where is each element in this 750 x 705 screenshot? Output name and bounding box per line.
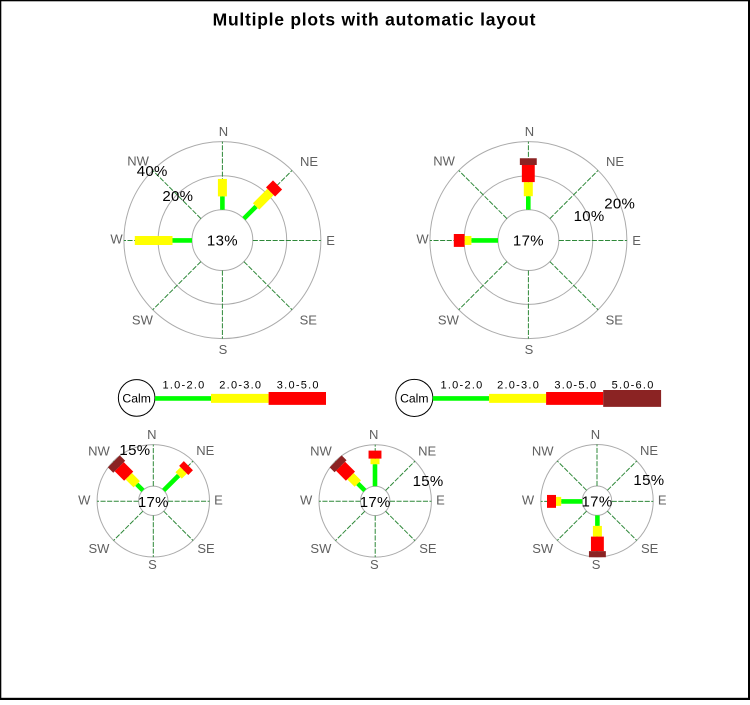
svg-text:20%: 20% xyxy=(162,188,193,205)
svg-text:N: N xyxy=(525,124,534,139)
svg-text:13%: 13% xyxy=(207,233,238,250)
svg-text:E: E xyxy=(658,492,667,507)
svg-text:W: W xyxy=(110,232,123,247)
svg-text:N: N xyxy=(369,427,378,442)
svg-text:15%: 15% xyxy=(413,473,444,490)
svg-text:W: W xyxy=(416,232,429,247)
svg-text:NW: NW xyxy=(310,443,332,458)
svg-text:N: N xyxy=(591,427,600,442)
svg-text:S: S xyxy=(525,342,534,357)
svg-text:SW: SW xyxy=(532,541,554,556)
svg-text:NE: NE xyxy=(196,443,214,458)
svg-text:S: S xyxy=(370,557,379,572)
svg-text:NW: NW xyxy=(433,154,455,169)
svg-text:3.0-5.0: 3.0-5.0 xyxy=(277,379,320,391)
svg-text:Calm: Calm xyxy=(122,391,150,405)
svg-text:NW: NW xyxy=(88,443,110,458)
svg-text:SW: SW xyxy=(132,313,154,328)
svg-text:NE: NE xyxy=(418,443,436,458)
svg-text:SW: SW xyxy=(438,313,460,328)
svg-text:10%: 10% xyxy=(574,208,605,225)
svg-text:40%: 40% xyxy=(137,163,168,180)
svg-text:SW: SW xyxy=(89,541,111,556)
svg-text:SE: SE xyxy=(419,541,437,556)
svg-text:SW: SW xyxy=(310,541,332,556)
svg-text:17%: 17% xyxy=(582,494,613,511)
svg-text:15%: 15% xyxy=(119,442,150,459)
svg-text:5.0-6.0: 5.0-6.0 xyxy=(612,379,655,391)
svg-text:SE: SE xyxy=(197,541,215,556)
svg-text:SE: SE xyxy=(300,313,318,328)
svg-text:Calm: Calm xyxy=(400,391,428,405)
svg-text:S: S xyxy=(148,557,157,572)
svg-text:20%: 20% xyxy=(604,196,635,213)
svg-text:W: W xyxy=(300,493,313,508)
svg-text:1.0-2.0: 1.0-2.0 xyxy=(163,379,206,391)
svg-text:NE: NE xyxy=(640,443,658,458)
svg-text:S: S xyxy=(592,557,601,572)
svg-text:Multiple plots with automatic: Multiple plots with automatic layout xyxy=(213,9,537,29)
svg-text:E: E xyxy=(214,493,223,508)
svg-text:17%: 17% xyxy=(360,494,391,511)
svg-text:E: E xyxy=(326,233,335,248)
svg-text:2.0-3.0: 2.0-3.0 xyxy=(497,379,540,391)
svg-text:1.0-2.0: 1.0-2.0 xyxy=(441,379,484,391)
svg-text:N: N xyxy=(147,427,156,442)
svg-text:NW: NW xyxy=(532,443,554,458)
svg-text:W: W xyxy=(78,493,91,508)
svg-text:2.0-3.0: 2.0-3.0 xyxy=(219,379,262,391)
svg-text:17%: 17% xyxy=(513,233,544,250)
svg-text:E: E xyxy=(632,233,641,248)
svg-text:15%: 15% xyxy=(633,472,664,489)
svg-text:NE: NE xyxy=(606,154,624,169)
svg-text:S: S xyxy=(219,342,228,357)
svg-text:SE: SE xyxy=(606,313,624,328)
svg-text:W: W xyxy=(522,492,535,507)
svg-text:NW: NW xyxy=(127,154,149,169)
svg-text:N: N xyxy=(219,124,228,139)
svg-text:NE: NE xyxy=(300,154,318,169)
svg-text:E: E xyxy=(436,493,445,508)
svg-text:17%: 17% xyxy=(138,494,169,511)
svg-text:3.0-5.0: 3.0-5.0 xyxy=(554,379,597,391)
svg-text:SE: SE xyxy=(641,541,659,556)
